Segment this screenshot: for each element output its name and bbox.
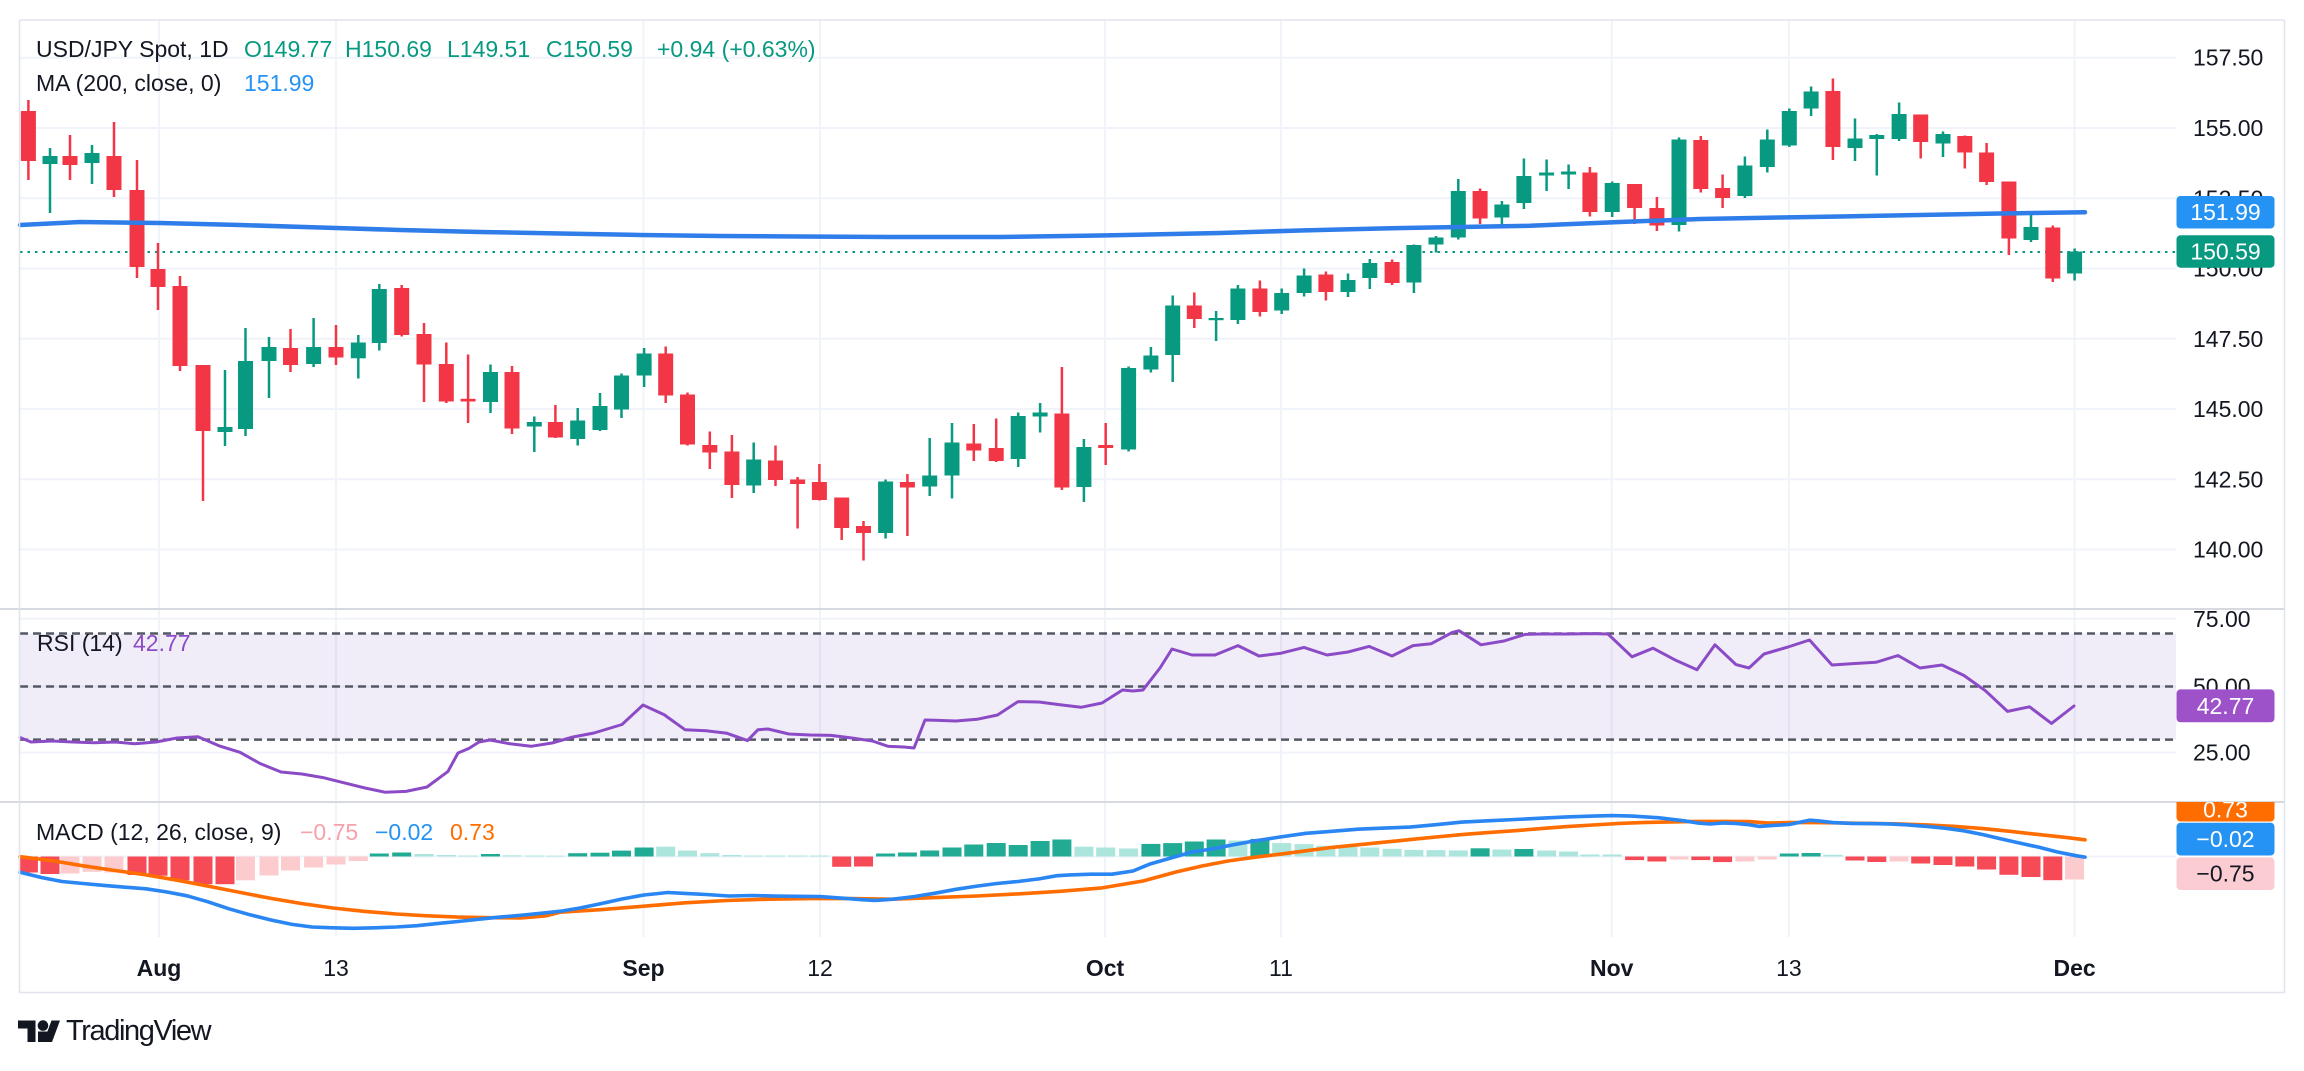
svg-text:13: 13 <box>1776 955 1802 981</box>
svg-text:157.50: 157.50 <box>2193 45 2263 71</box>
svg-text:11: 11 <box>1269 955 1293 981</box>
svg-text:150.59: 150.59 <box>2190 239 2260 265</box>
svg-text:MACD (12, 26, close, 9)−0.75−0: MACD (12, 26, close, 9) −0.75 −0.02 0.73 <box>36 819 495 845</box>
svg-text:0.73: 0.73 <box>2203 797 2248 823</box>
svg-text:Dec: Dec <box>2053 955 2095 981</box>
svg-text:−0.75: −0.75 <box>2196 861 2254 887</box>
svg-text:Aug: Aug <box>137 955 182 981</box>
svg-text:Nov: Nov <box>1590 955 1634 981</box>
svg-text:12: 12 <box>807 955 833 981</box>
svg-text:Oct: Oct <box>1086 955 1125 981</box>
svg-text:MA (200, close, 0)151.99: MA (200, close, 0) 151.99 <box>36 70 314 96</box>
svg-text:RSI (14)42.77: RSI (14) 42.77 <box>37 630 191 656</box>
svg-text:Sep: Sep <box>622 955 664 981</box>
svg-text:147.50: 147.50 <box>2193 326 2263 352</box>
svg-text:42.77: 42.77 <box>2197 693 2255 719</box>
svg-text:25.00: 25.00 <box>2193 740 2251 766</box>
svg-text:155.00: 155.00 <box>2193 115 2263 141</box>
svg-text:13: 13 <box>323 955 349 981</box>
svg-text:TradingView: TradingView <box>66 1015 213 1047</box>
svg-text:140.00: 140.00 <box>2193 537 2263 563</box>
svg-text:−0.02: −0.02 <box>2196 826 2254 852</box>
svg-text:145.00: 145.00 <box>2193 396 2263 422</box>
svg-text:142.50: 142.50 <box>2193 466 2263 492</box>
svg-text:75.00: 75.00 <box>2193 606 2251 632</box>
svg-text:151.99: 151.99 <box>2190 199 2260 225</box>
